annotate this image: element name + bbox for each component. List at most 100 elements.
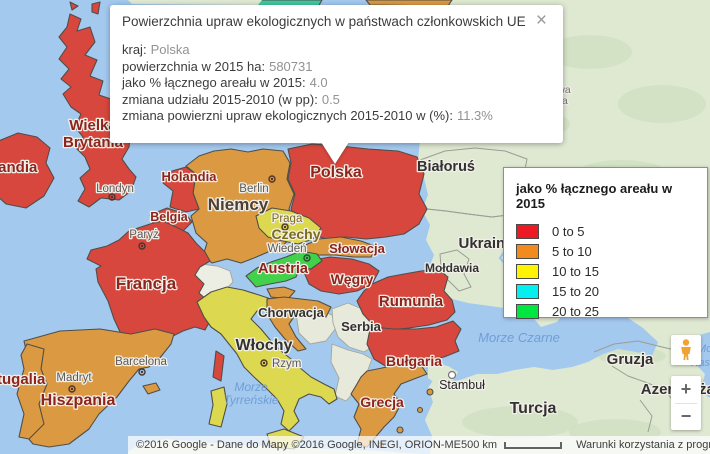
info-row-zmiana-udzialu: zmiana udziału 2015-2010 (w pp): 0.5 — [122, 92, 549, 109]
city-marker-londyn — [108, 193, 116, 201]
caspian-sea — [691, 332, 710, 398]
greek-island[interactable] — [396, 426, 404, 434]
label-morze-tyrrenskie: Tyrreńskie — [223, 393, 278, 407]
country-wegry[interactable] — [303, 256, 380, 295]
info-value: 11.3% — [456, 108, 493, 123]
city-marker-berlin — [268, 175, 276, 183]
label-bialorus: Białoruś — [417, 159, 475, 175]
terrain-patch — [462, 406, 578, 438]
denmark-sliver — [128, 0, 262, 5]
label-hiszpania: Hiszpania — [41, 392, 116, 409]
country-chorwacja[interactable] — [266, 296, 332, 352]
legend-item: 5 to 10 — [516, 241, 695, 261]
country-sardynia[interactable] — [208, 386, 228, 428]
greek-island[interactable] — [426, 388, 434, 396]
city-marker-paryz — [138, 242, 146, 250]
zoom-in-button[interactable]: + — [680, 378, 692, 399]
pegman-button[interactable] — [671, 335, 701, 365]
city-marker-praga — [281, 223, 289, 231]
zoom-out-button[interactable]: − — [680, 406, 692, 427]
country-grecja[interactable] — [350, 362, 428, 448]
info-row-procent: jako % łącznego areału w 2015: 4.0 — [122, 75, 549, 92]
country-irlandia[interactable] — [0, 132, 55, 209]
border-caucasus — [593, 340, 701, 433]
country-austria[interactable] — [245, 250, 323, 288]
city-marker-barcelona — [138, 368, 146, 376]
label-portugalia: Portugalia — [0, 371, 46, 388]
legend-item: 20 to 25 — [516, 301, 695, 321]
copyright-text: ©2016 Google - Dane do Mapy ©2016 Google… — [136, 439, 461, 451]
city-marker-madryt — [68, 385, 76, 393]
legend-label: 0 to 5 — [552, 223, 585, 239]
info-window-title: Powierzchnia upraw ekologicznych w państ… — [122, 14, 526, 29]
black-sea — [428, 298, 658, 382]
label-rumunia: Rumunia — [379, 293, 444, 310]
label-irlandia: Irlandia — [0, 159, 38, 176]
info-value: 580731 — [269, 58, 313, 74]
legend-label: 5 to 10 — [552, 243, 592, 259]
pegman-icon — [681, 339, 691, 360]
legend-swatch-cyan — [516, 283, 539, 299]
info-value: 0.5 — [321, 91, 340, 107]
label-chorwacja: Chorwacja — [258, 305, 325, 320]
greek-island[interactable] — [416, 406, 424, 414]
info-label: zmiana udziału 2015-2010 (w pp): — [122, 91, 318, 107]
city-marker-wieden — [303, 254, 311, 262]
country-polska[interactable] — [287, 143, 428, 240]
terrain-patch — [618, 85, 706, 123]
label-morze-czarne: Morze Czarne — [478, 330, 560, 345]
zoom-divider — [675, 402, 697, 404]
country-bulgaria[interactable] — [366, 320, 462, 368]
country-wielka-brytania[interactable] — [58, 13, 137, 208]
country-baleary[interactable] — [142, 382, 161, 395]
info-window: Powierzchnia upraw ekologicznych w państ… — [110, 5, 563, 143]
label-rzym: Rzym — [272, 358, 301, 370]
label-wlochy: Włochy — [236, 337, 293, 354]
legend-swatch-orange — [516, 243, 539, 259]
label-berlin: Berlin — [239, 183, 268, 195]
close-icon[interactable]: × — [535, 10, 547, 31]
info-window-pointer — [321, 142, 349, 164]
label-slowacja: Słowacja — [329, 241, 385, 256]
label-azerbejdzan: Azer — [641, 381, 674, 398]
label-czechy: Czechy — [271, 226, 320, 242]
label-holandia: Holandia — [162, 169, 218, 184]
city-marker-stambul — [447, 370, 457, 380]
terms-link[interactable]: Warunki korzystania z programu — [576, 439, 710, 451]
info-label: powierzchnia w 2015 ha: — [122, 58, 266, 74]
label-wieden: Wiedeń — [268, 243, 307, 255]
info-value: 4.0 — [309, 75, 328, 90]
label-turcja: Turcja — [510, 400, 557, 417]
legend-item: 0 to 5 — [516, 221, 695, 241]
country-slowenia[interactable] — [266, 286, 296, 300]
info-label: jako % łącznego areału w 2015: — [122, 75, 306, 90]
label-praga: Praga — [272, 213, 303, 225]
country-holandia[interactable] — [162, 166, 200, 213]
label-bulgaria: Bułgaria — [386, 353, 442, 369]
city-marker-rzym — [260, 359, 268, 367]
terrain-patch — [548, 35, 632, 69]
country-portugalia[interactable] — [16, 343, 48, 440]
label-gruzja: Gruzja — [607, 351, 654, 368]
info-row-kraj: kraj: Polska — [122, 42, 549, 59]
legend-swatch-yellow — [516, 263, 539, 279]
legend-swatch-red — [516, 223, 539, 239]
label-grecja: Grecja — [360, 394, 404, 410]
label-serbia: Serbia — [341, 319, 382, 334]
country-korsyka[interactable] — [212, 350, 225, 382]
attribution-bar: ©2016 Google - Dane do Mapy ©2016 Google… — [128, 436, 710, 454]
label-stambul: Stambuł — [439, 378, 485, 392]
country-rumunia[interactable] — [356, 268, 456, 331]
legend-item: 10 to 15 — [516, 261, 695, 281]
legend-label: 10 to 15 — [552, 263, 599, 279]
legend-label: 20 to 25 — [552, 303, 599, 319]
info-row-powierzchnia: powierzchnia w 2015 ha: 580731 — [122, 59, 549, 76]
shetland-islands — [91, 1, 101, 15]
scale-label: 500 km — [460, 439, 498, 451]
map-legend: jako % łącznego areału w 2015 0 to 5 5 t… — [503, 167, 708, 321]
label-niemcy: Niemcy — [208, 195, 269, 214]
label-belgia: Belgia — [150, 210, 189, 224]
label-paryz: Paryż — [129, 229, 159, 241]
label-barcelona: Barcelona — [115, 356, 167, 368]
